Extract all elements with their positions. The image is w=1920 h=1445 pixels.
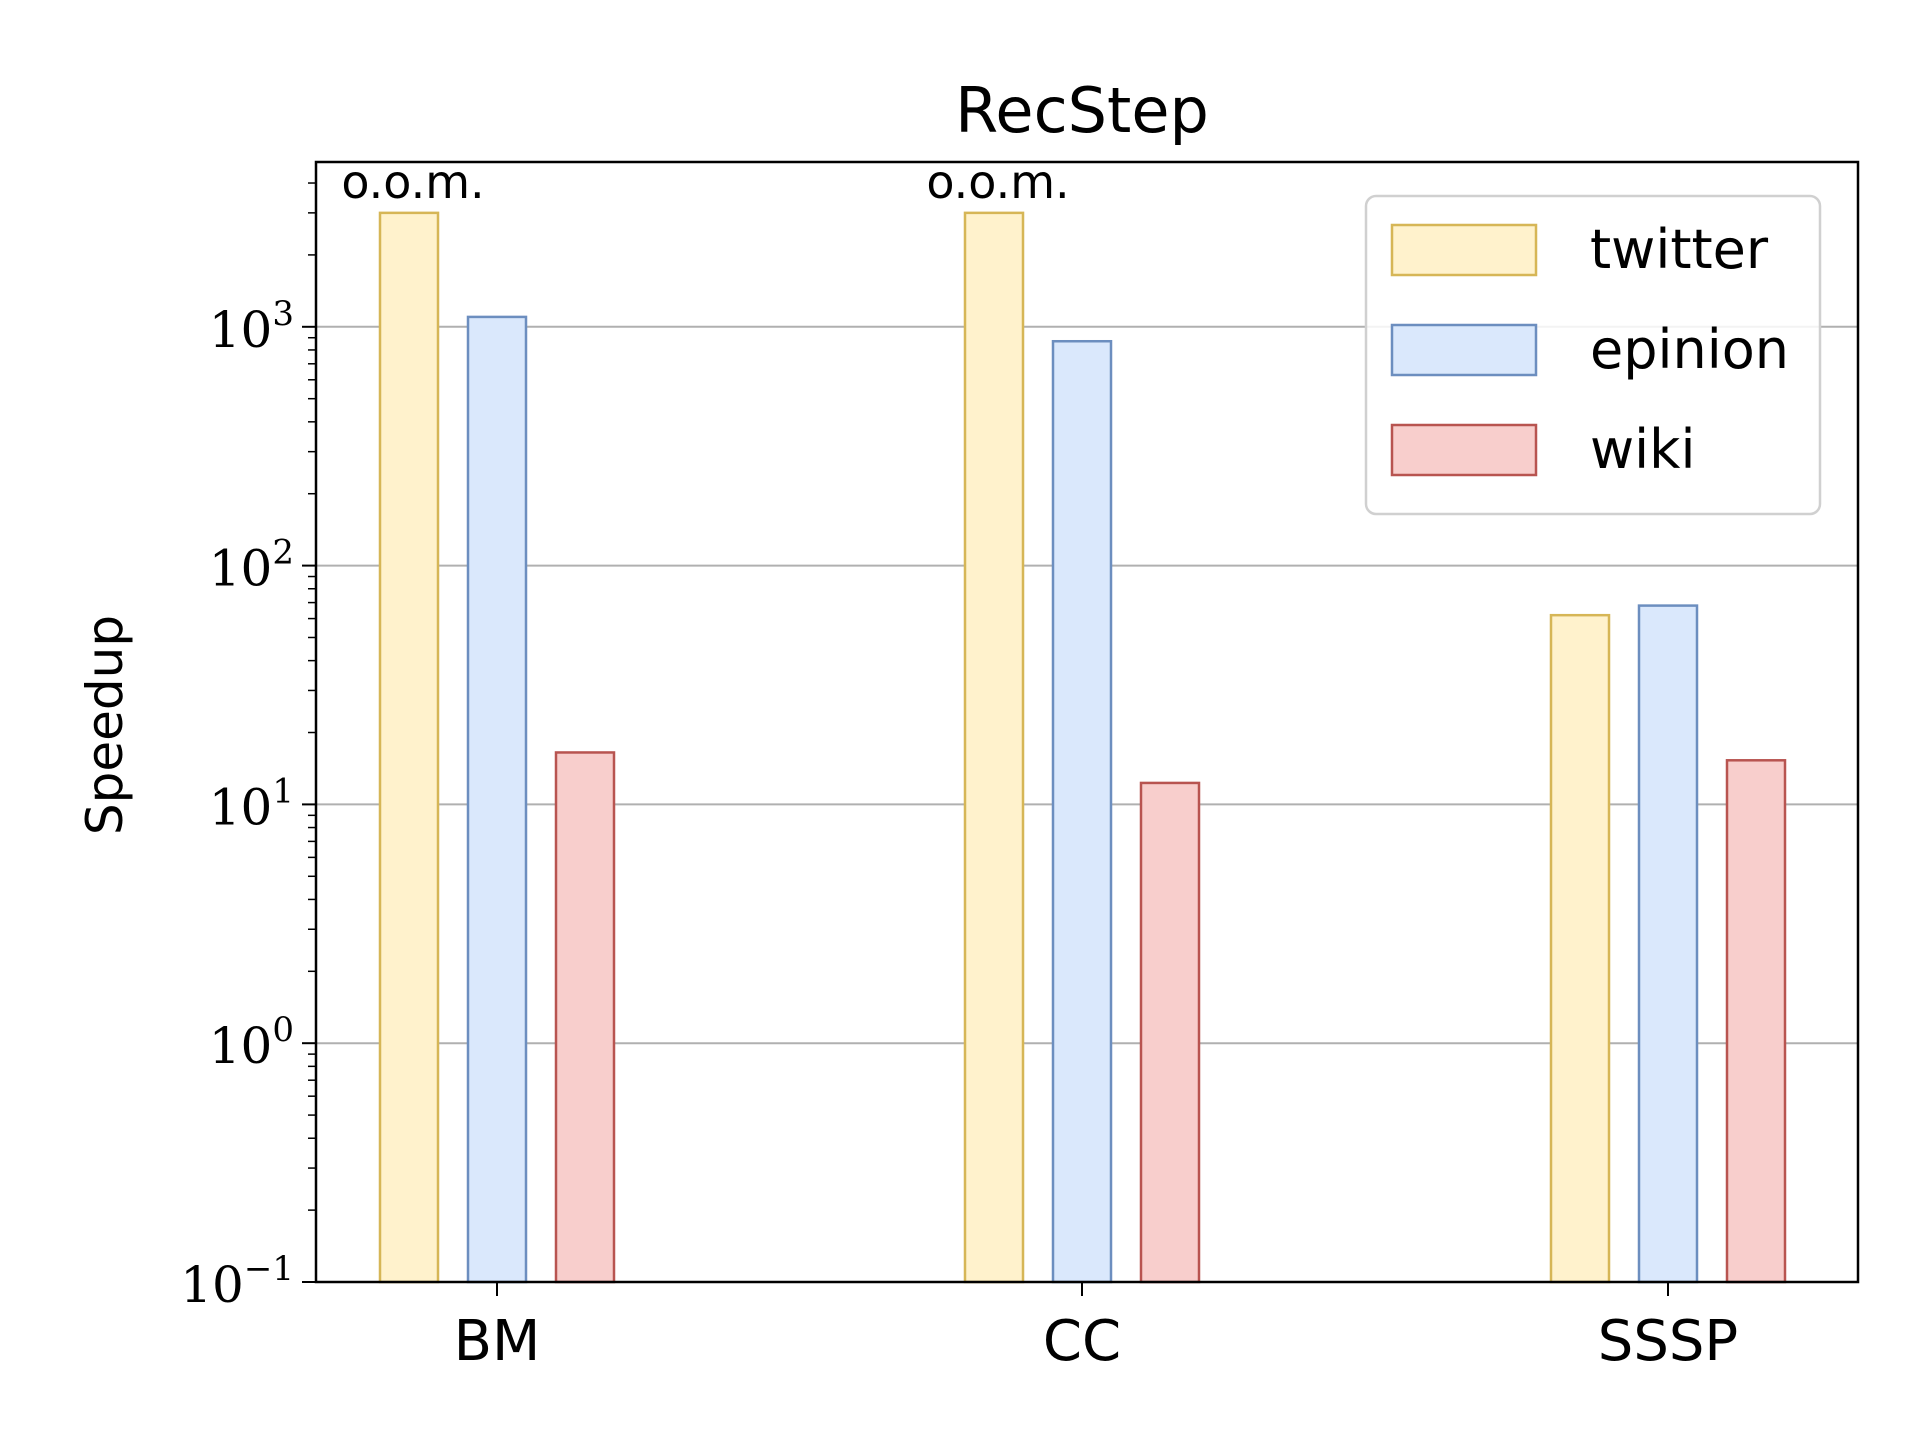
legend-label-epinion: epinion (1590, 318, 1789, 381)
y-tick-label: 101 (209, 771, 294, 836)
y-tick-label: 103 (209, 294, 294, 359)
bar-twitter-sssp (1549, 613, 1611, 1284)
bar-epinion-cc (1051, 339, 1113, 1284)
chart-title: RecStep (955, 74, 1209, 147)
oom-annotation: o.o.m. (926, 155, 1069, 209)
annotations: o.o.m. o.o.m. (341, 155, 1069, 209)
plot-frame (314, 160, 1860, 1284)
x-tick-label: CC (1043, 1309, 1121, 1374)
bar-wiki-cc (1139, 781, 1201, 1284)
legend-swatch-epinion (1390, 323, 1538, 377)
y-axis-label: Speedup (76, 615, 134, 835)
legend-label-twitter: twitter (1590, 218, 1769, 281)
bar-twitter-bm (378, 211, 440, 1284)
y-tick-label: 102 (209, 533, 294, 598)
bar-wiki-sssp (1725, 759, 1787, 1284)
bar-wiki-bm (554, 751, 616, 1284)
bar-epinion-bm (466, 315, 528, 1284)
legend: twitter epinion wiki (1364, 194, 1822, 516)
axes: 10−1 100 101 102 103 BM CC SSSP (180, 160, 1860, 1374)
x-tick-label: SSSP (1598, 1309, 1738, 1374)
legend-label-wiki: wiki (1590, 418, 1695, 481)
oom-annotation: o.o.m. (341, 155, 484, 209)
bar-twitter-cc (963, 211, 1025, 1284)
bars (378, 211, 1787, 1284)
x-tick-label: BM (454, 1309, 541, 1374)
y-tick-label: 10−1 (180, 1249, 294, 1314)
y-tick-label: 100 (209, 1010, 294, 1075)
legend-swatch-twitter (1390, 223, 1538, 277)
bar-epinion-sssp (1637, 604, 1699, 1284)
legend-swatch-wiki (1390, 423, 1538, 477)
